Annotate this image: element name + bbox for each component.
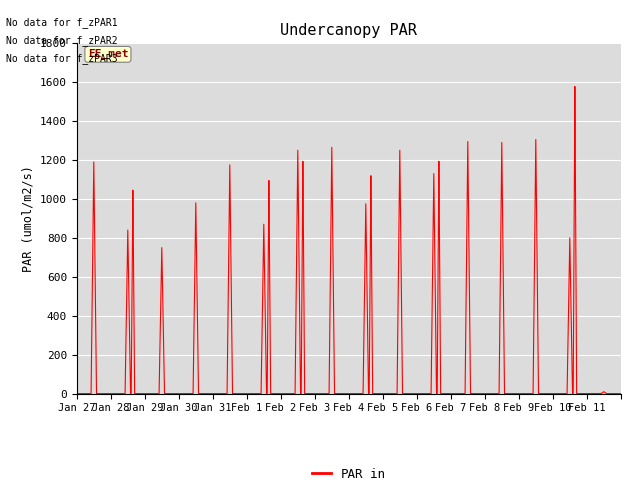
Text: EE_met: EE_met [88, 49, 128, 60]
Text: No data for f_zPAR2: No data for f_zPAR2 [6, 35, 118, 46]
Text: No data for f_zPAR3: No data for f_zPAR3 [6, 53, 118, 64]
Text: No data for f_zPAR1: No data for f_zPAR1 [6, 17, 118, 28]
Title: Undercanopy PAR: Undercanopy PAR [280, 23, 417, 38]
Legend: PAR_in: PAR_in [307, 462, 390, 480]
Y-axis label: PAR (umol/m2/s): PAR (umol/m2/s) [22, 165, 35, 272]
